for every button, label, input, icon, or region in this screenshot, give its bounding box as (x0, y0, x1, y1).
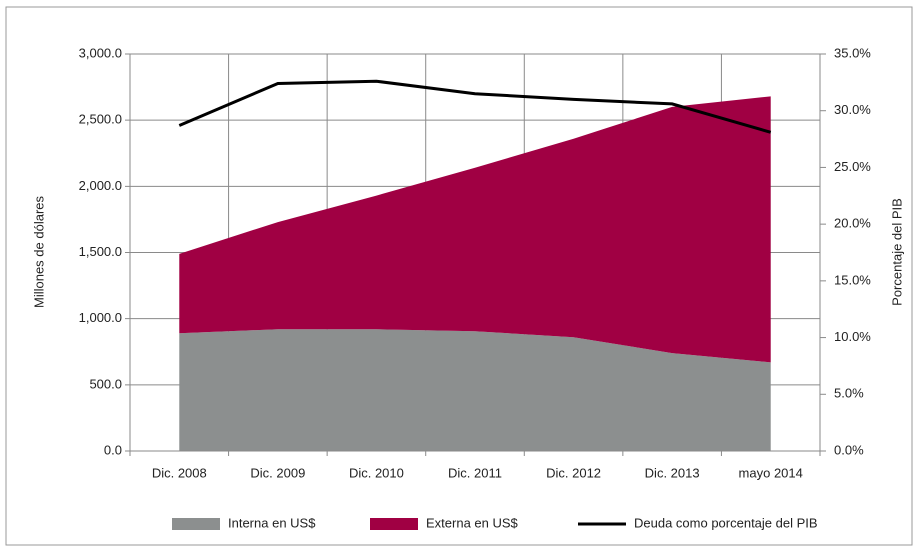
y-tick-label: 500.0 (89, 376, 122, 391)
line (178, 79, 772, 134)
x-tick-label: Dic. 2011 (448, 465, 502, 480)
y-tick-label: 1,500.0 (79, 244, 122, 259)
x-tick-label: mayo 2014 (739, 465, 803, 480)
legend-label: Interna en US$ (228, 515, 316, 530)
y2-tick-label: 30.0% (834, 102, 871, 117)
x-tick-label: Dic. 2008 (152, 465, 207, 480)
y-tick-label: 3,000.0 (79, 45, 122, 60)
y-tick-label: 1,000.0 (79, 310, 122, 325)
y2-tick-label: 5.0% (834, 386, 864, 401)
y2-tick-label: 20.0% (834, 216, 871, 231)
x-tick-label: Dic. 2012 (546, 465, 601, 480)
y2-tick-label: 35.0% (834, 45, 871, 60)
y-tick-label: 2,000.0 (79, 178, 122, 193)
y-tick-label: 2,500.0 (79, 112, 122, 127)
x-tick-label: Dic. 2009 (250, 465, 305, 480)
area (179, 329, 771, 451)
legend-label: Externa en US$ (426, 515, 519, 530)
area (179, 96, 771, 363)
y2-tick-label: 25.0% (834, 159, 871, 174)
legend-swatch (370, 518, 418, 530)
y-axis-label: Millones de dólares (31, 196, 46, 309)
x-tick-label: Dic. 2013 (645, 465, 700, 480)
legend-swatch (172, 518, 220, 530)
x-tick-label: Dic. 2010 (349, 465, 404, 480)
y2-axis-label: Porcentaje del PIB (889, 198, 904, 306)
legend-label: Deuda como porcentaje del PIB (634, 515, 818, 530)
y2-tick-label: 0.0% (834, 442, 864, 457)
y2-tick-label: 15.0% (834, 272, 871, 287)
y2-tick-label: 10.0% (834, 329, 871, 344)
y-tick-label: 0.0 (104, 442, 122, 457)
